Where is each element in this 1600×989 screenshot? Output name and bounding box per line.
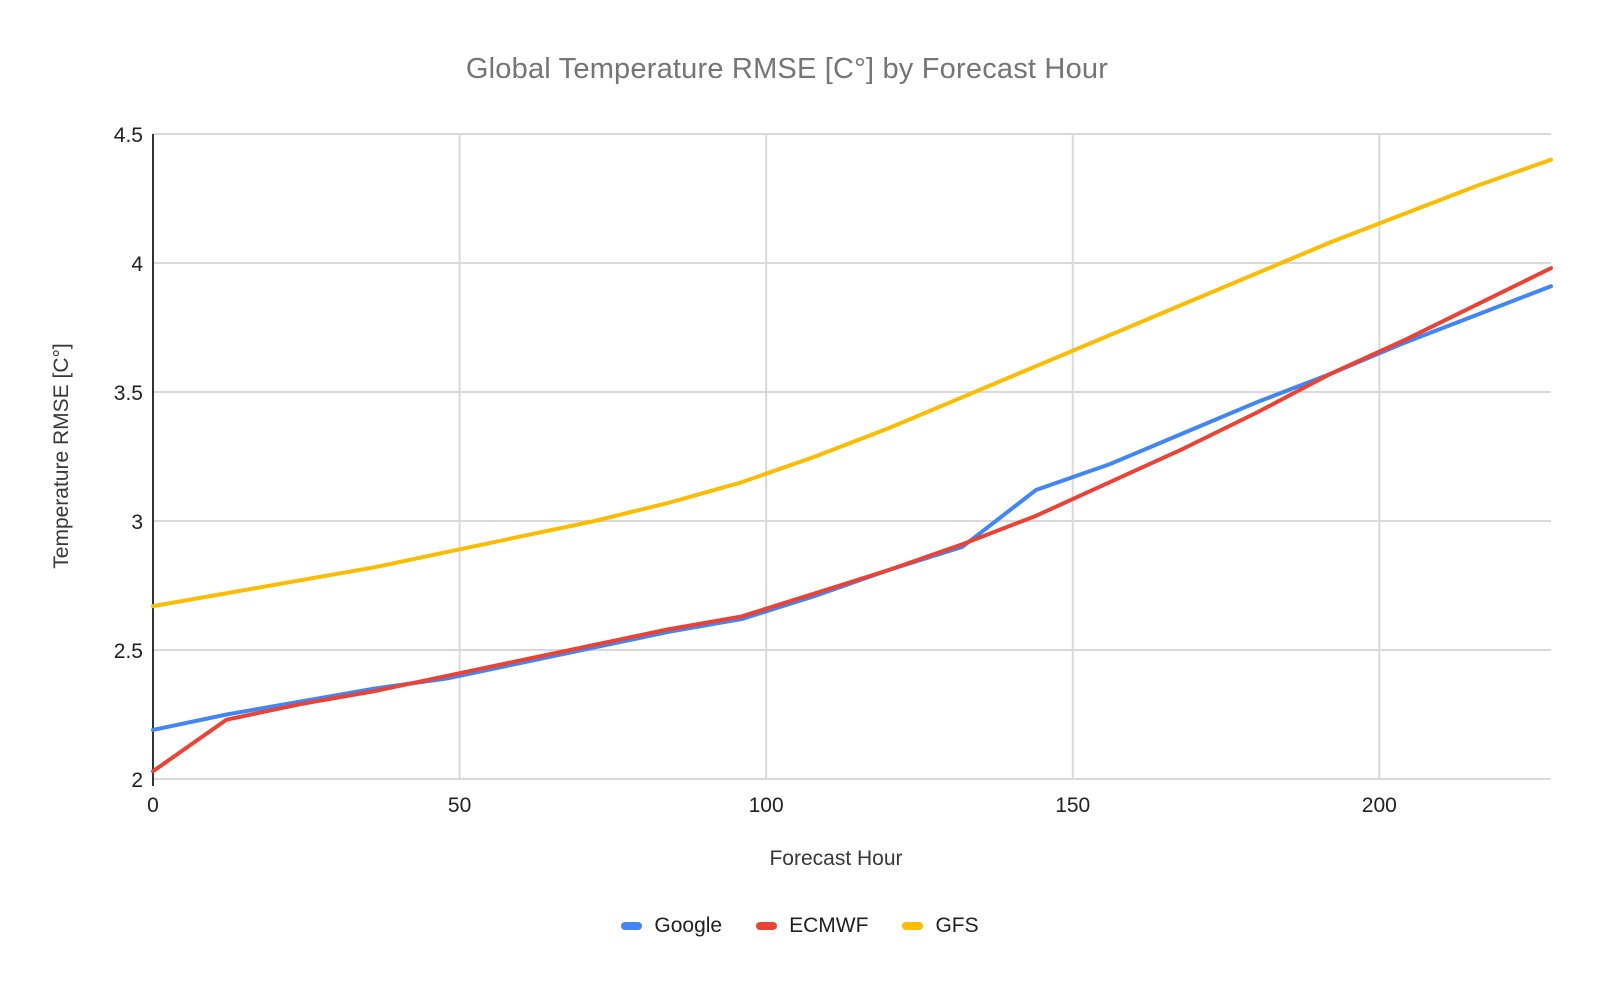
legend-label: ECMWF	[789, 914, 869, 937]
chart-title: Global Temperature RMSE [C°] by Forecast…	[465, 53, 1109, 85]
legend-item-gfs: GFS	[902, 914, 979, 938]
x-axis-title: Forecast Hour	[769, 847, 903, 870]
x-tick-label: 0	[147, 794, 159, 817]
legend-item-google: Google	[621, 914, 722, 938]
legend-swatch-google	[621, 922, 643, 930]
legend-label: Google	[654, 914, 723, 937]
legend-swatch-ecmwf	[756, 922, 778, 930]
y-tick-label: 2	[131, 769, 143, 792]
x-tick-label: 50	[448, 794, 471, 817]
x-tick-label: 150	[1055, 794, 1090, 817]
y-tick-label: 4	[131, 253, 143, 276]
y-axis-title: Temperature RMSE [C°]	[50, 343, 73, 569]
x-tick-label: 100	[749, 794, 784, 817]
legend-swatch-gfs	[902, 922, 924, 930]
y-tick-label: 3	[131, 511, 143, 534]
series-line-gfs	[151, 157, 1553, 609]
y-tick-label: 4.5	[114, 124, 143, 147]
legend: Google ECMWF GFS	[0, 908, 1600, 944]
x-tick-label: 200	[1362, 794, 1397, 817]
legend-item-ecmwf: ECMWF	[756, 914, 868, 938]
y-tick-label: 3.5	[114, 382, 143, 405]
legend-label: GFS	[935, 914, 979, 937]
y-tick-label: 2.5	[114, 640, 143, 663]
series-line-ecmwf	[151, 266, 1553, 774]
series-line-google	[151, 284, 1553, 732]
